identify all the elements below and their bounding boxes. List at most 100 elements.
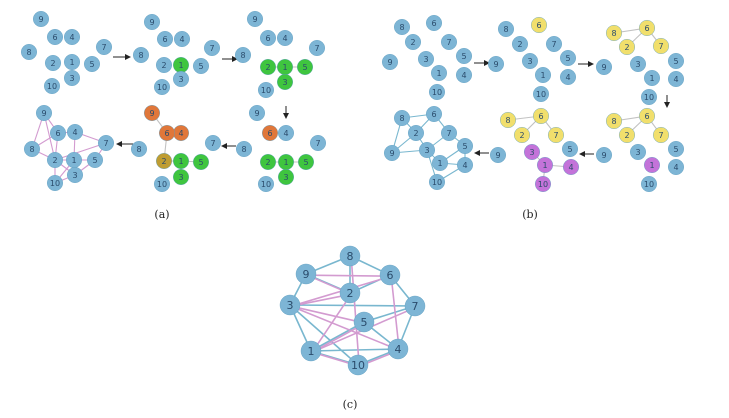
- node-label: 6: [267, 129, 272, 138]
- node-b2-4: 4: [560, 68, 577, 85]
- node-a6-9: 9: [36, 104, 53, 121]
- node-label: 2: [517, 40, 522, 49]
- node-label: 2: [413, 129, 418, 138]
- node-a4-5: 5: [298, 153, 315, 170]
- node-circle: [47, 174, 64, 191]
- node-circle: [653, 38, 670, 55]
- node-label: 4: [673, 75, 678, 84]
- node-circle: [524, 143, 541, 160]
- node-circle: [158, 124, 175, 141]
- node-circle: [203, 40, 220, 57]
- node-b2-3: 3: [522, 53, 539, 70]
- node-a3-8: 8: [234, 47, 251, 64]
- node-label: 7: [314, 44, 319, 53]
- node-circle: [192, 58, 209, 75]
- node-label: 3: [529, 148, 534, 157]
- node-label: 5: [303, 158, 308, 167]
- node-circle: [379, 264, 401, 286]
- node-label: 9: [389, 149, 394, 158]
- node-circle: [514, 126, 531, 143]
- node-a3-7: 7: [309, 40, 326, 57]
- node-circle: [155, 152, 172, 169]
- node-label: 8: [399, 114, 404, 123]
- node-b6-10: 10: [429, 173, 446, 190]
- node-a5-10: 10: [153, 175, 170, 192]
- node-a4-2: 2: [260, 153, 277, 170]
- node-a3-5: 5: [297, 59, 314, 76]
- node-circle: [512, 36, 529, 53]
- node-a6-3: 3: [66, 166, 83, 183]
- node-circle: [277, 30, 294, 47]
- caption-c: (c): [343, 398, 358, 411]
- node-circle: [50, 124, 67, 141]
- node-label: 5: [462, 142, 467, 151]
- node-label: 5: [302, 63, 307, 72]
- node-circle: [278, 168, 295, 185]
- node-circle: [97, 134, 114, 151]
- node-label: 9: [601, 151, 606, 160]
- node-a1-7: 7: [95, 39, 112, 56]
- node-label: 4: [565, 73, 570, 82]
- node-circle: [143, 104, 160, 121]
- node-circle: [258, 81, 275, 98]
- node-b4-4: 4: [668, 158, 685, 175]
- node-b5-1: 1: [537, 156, 554, 173]
- node-label: 9: [41, 109, 46, 118]
- node-label: 7: [658, 131, 663, 140]
- node-label: 2: [265, 63, 270, 72]
- node-c-10: 10: [347, 354, 369, 376]
- node-a4-9: 9: [248, 104, 265, 121]
- node-label: 5: [361, 316, 368, 329]
- node-circle: [606, 25, 623, 42]
- node-label: 4: [395, 343, 402, 356]
- node-circle: [535, 175, 552, 192]
- node-b4-2: 2: [619, 126, 636, 143]
- edge-c-9-6: [307, 274, 392, 277]
- node-b3-5: 5: [668, 53, 685, 70]
- node-circle: [279, 294, 301, 316]
- node-circle: [644, 69, 661, 86]
- node-label: 6: [431, 19, 436, 28]
- node-label: 6: [265, 34, 270, 43]
- node-circle: [408, 124, 425, 141]
- node-a5-7: 7: [204, 134, 221, 151]
- node-label: 6: [644, 24, 649, 33]
- node-circle: [172, 70, 189, 87]
- edge-c-3-7: [289, 304, 416, 307]
- node-b3-8: 8: [606, 25, 623, 42]
- node-label: 1: [282, 63, 287, 72]
- node-b1-3: 3: [418, 51, 435, 68]
- node-circle: [339, 282, 361, 304]
- caption-b: (b): [522, 208, 538, 221]
- node-circle: [441, 124, 458, 141]
- node-circle: [309, 40, 326, 57]
- node-a4-8: 8: [235, 140, 252, 157]
- node-label: 10: [157, 83, 167, 92]
- node-a4-10: 10: [258, 175, 275, 192]
- node-a6-6: 6: [50, 124, 67, 141]
- node-label: 3: [424, 146, 429, 155]
- node-label: 5: [673, 145, 678, 154]
- node-label: 8: [505, 116, 510, 125]
- node-circle: [522, 53, 539, 70]
- node-a5-3: 3: [172, 168, 189, 185]
- node-b4-9: 9: [596, 146, 613, 163]
- node-a1-10: 10: [44, 77, 61, 94]
- node-label: 4: [462, 161, 467, 170]
- node-label: 10: [538, 180, 548, 189]
- node-b1-2: 2: [405, 34, 422, 51]
- node-b6-8: 8: [394, 109, 411, 126]
- node-b3-6: 6: [639, 20, 656, 37]
- node-label: 6: [431, 110, 436, 119]
- node-label: 3: [635, 60, 640, 69]
- node-label: 6: [387, 269, 394, 282]
- node-circle: [488, 56, 505, 73]
- node-label: 2: [347, 287, 354, 300]
- node-label: 10: [644, 180, 654, 189]
- node-a6-4: 4: [66, 123, 83, 140]
- node-a3-2: 2: [260, 59, 277, 76]
- node-label: 9: [149, 18, 154, 27]
- node-label: 3: [423, 55, 428, 64]
- node-b3-3: 3: [630, 56, 647, 73]
- node-circle: [153, 175, 170, 192]
